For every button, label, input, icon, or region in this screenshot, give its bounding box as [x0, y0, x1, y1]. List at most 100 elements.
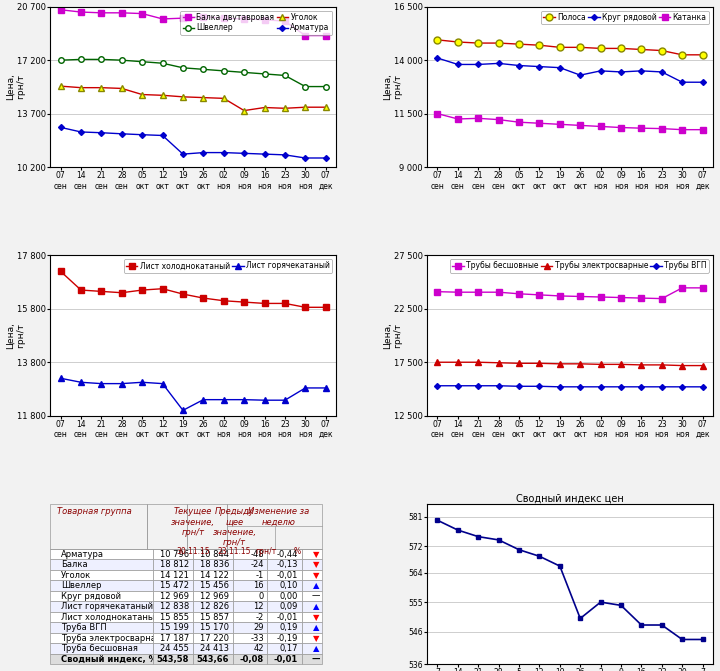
Арматура: [199, 148, 207, 156]
Катанка: [535, 119, 544, 127]
Арматура: [240, 150, 248, 158]
Уголок: [220, 95, 228, 103]
Швеллер: [138, 58, 146, 66]
Line: Лист горячекатаный: Лист горячекатаный: [58, 376, 328, 413]
Катанка: [617, 123, 626, 132]
Трубы электросварные: [576, 360, 585, 368]
Полоса: [474, 39, 482, 47]
Трубы ВГП: [678, 383, 687, 391]
Трубы электросварные: [515, 359, 523, 367]
Лист горячекатаный: [199, 396, 207, 404]
Трубы бесшовные: [515, 290, 523, 298]
Трубы бесшовные: [678, 284, 687, 292]
Катанка: [515, 118, 523, 126]
Круг рядовой: [637, 67, 646, 75]
Балка двутавровая: [260, 15, 269, 23]
Трубы ВГП: [515, 382, 523, 391]
Трубы электросварные: [617, 360, 626, 368]
Трубы бесшовные: [495, 288, 503, 296]
Балка двутавровая: [117, 9, 126, 17]
Title: Сводный индекс цен: Сводный индекс цен: [516, 493, 624, 503]
Катанка: [698, 125, 707, 134]
Балка двутавровая: [56, 6, 65, 14]
Балка двутавровая: [321, 32, 330, 40]
Трубы бесшовные: [596, 293, 605, 301]
Трубы электросварные: [678, 362, 687, 370]
Трубы ВГП: [637, 382, 646, 391]
Трубы бесшовные: [454, 288, 462, 296]
Балка двутавровая: [199, 13, 207, 21]
Уголок: [301, 103, 310, 111]
Арматура: [138, 131, 146, 139]
Швеллер: [179, 64, 187, 72]
Арматура: [76, 128, 85, 136]
Line: Трубы бесшовные: Трубы бесшовные: [435, 285, 706, 301]
Балка двутавровая: [179, 14, 187, 22]
Катанка: [556, 120, 564, 128]
Арматура: [56, 123, 65, 132]
Уголок: [76, 84, 85, 92]
Арматура: [281, 151, 289, 159]
Швеллер: [199, 65, 207, 73]
Трубы ВГП: [576, 382, 585, 391]
Швеллер: [97, 56, 106, 64]
Катанка: [596, 122, 605, 130]
Text: грн/т: грн/т: [256, 548, 276, 556]
Лист холоднокатаный: [199, 294, 207, 302]
Лист горячекатаный: [97, 380, 106, 388]
Уголок: [158, 91, 167, 99]
Круг рядовой: [433, 54, 442, 62]
Уголок: [117, 85, 126, 93]
Катанка: [657, 125, 666, 133]
Полоса: [678, 51, 687, 59]
Legend: Лист холоднокатаный, Лист горячекатаный: Лист холоднокатаный, Лист горячекатаный: [124, 259, 332, 272]
Трубы ВГП: [535, 382, 544, 391]
Line: Трубы ВГП: Трубы ВГП: [436, 384, 705, 389]
Лист холоднокатаный: [281, 299, 289, 307]
Уголок: [199, 93, 207, 101]
Трубы ВГП: [617, 382, 626, 391]
Лист холоднокатаный: [56, 267, 65, 275]
Трубы бесшовные: [657, 295, 666, 303]
Уголок: [56, 82, 65, 90]
Круг рядовой: [495, 59, 503, 67]
Лист горячекатаный: [56, 374, 65, 382]
Полоса: [495, 39, 503, 47]
Лист холоднокатаный: [76, 286, 85, 294]
Уголок: [179, 93, 187, 101]
Лист холоднокатаный: [220, 297, 228, 305]
Полоса: [556, 44, 564, 52]
Line: Швеллер: Швеллер: [58, 56, 328, 89]
Уголок: [240, 107, 248, 115]
Legend: Трубы бесшовные, Трубы электросварные, Трубы ВГП: Трубы бесшовные, Трубы электросварные, Т…: [450, 259, 709, 272]
Трубы бесшовные: [474, 288, 482, 296]
Трубы электросварные: [433, 358, 442, 366]
Арматура: [117, 130, 126, 138]
Лист горячекатаный: [321, 384, 330, 392]
Трубы бесшовные: [433, 288, 442, 296]
Круг рядовой: [596, 67, 605, 75]
Трубы ВГП: [556, 382, 564, 391]
Text: %: %: [294, 548, 301, 556]
Круг рядовой: [576, 71, 585, 79]
Лист горячекатаный: [220, 396, 228, 404]
Полоса: [698, 51, 707, 59]
Line: Полоса: Полоса: [434, 36, 706, 58]
Трубы ВГП: [698, 383, 707, 391]
Трубы бесшовные: [556, 292, 564, 300]
Трубы электросварные: [495, 359, 503, 367]
Лист горячекатаный: [179, 407, 187, 415]
Круг рядовой: [657, 68, 666, 76]
Line: Уголок: Уголок: [58, 83, 328, 113]
Швеллер: [158, 59, 167, 67]
Круг рядовой: [515, 62, 523, 70]
Трубы электросварные: [637, 361, 646, 369]
Балка двутавровая: [281, 17, 289, 25]
Круг рядовой: [454, 60, 462, 68]
Швеллер: [321, 83, 330, 91]
Y-axis label: Цена,
грн/т: Цена, грн/т: [383, 73, 402, 101]
Круг рядовой: [474, 60, 482, 68]
Трубы бесшовные: [535, 291, 544, 299]
Полоса: [454, 38, 462, 46]
Арматура: [179, 150, 187, 158]
